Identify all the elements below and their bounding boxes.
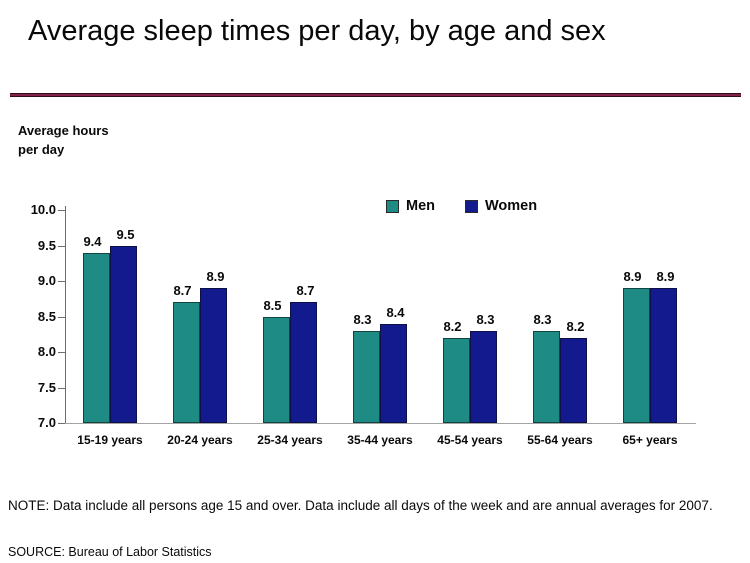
y-tick-mark	[58, 210, 65, 211]
y-axis-line	[65, 206, 66, 424]
legend-label: Men	[406, 198, 435, 214]
y-tick-label: 9.5	[37, 237, 56, 253]
legend-item-men: Men	[386, 198, 435, 214]
bar-women-35-44-years	[380, 323, 407, 423]
x-category-label: 55-64 years	[527, 433, 593, 447]
bar-men-45-54-years	[443, 337, 470, 423]
legend-label: Women	[485, 198, 538, 214]
y-axis-title: Average hours per day	[18, 123, 109, 157]
bar-value-label: 8.7	[296, 283, 315, 299]
y-tick-label: 7.0	[37, 415, 56, 430]
bar-women-55-64-years	[560, 337, 587, 423]
y-tick-label: 7.5	[37, 379, 56, 395]
note-text: NOTE: Data include all persons age 15 an…	[8, 498, 713, 513]
y-tick-label: 8.5	[37, 308, 56, 324]
legend-item-women: Women	[465, 198, 537, 214]
bar-women-15-19-years	[110, 245, 137, 423]
bar-value-label: 8.2	[443, 318, 462, 334]
y-tick-mark	[58, 387, 65, 389]
bar-value-label: 9.4	[83, 233, 102, 249]
bar-men-20-24-years	[173, 302, 200, 423]
bar-men-25-34-years	[263, 316, 290, 423]
bar-women-20-24-years	[200, 288, 227, 423]
y-tick-mark	[58, 316, 65, 318]
y-tick-label: 9.0	[37, 273, 56, 288]
x-category-label: 35-44 years	[347, 433, 413, 447]
bar-value-label: 8.7	[173, 283, 192, 299]
bar-value-label: 8.9	[206, 269, 225, 285]
chart-legend: Men Women	[386, 198, 537, 214]
page-title: Average sleep times per day, by age and …	[28, 15, 606, 47]
y-tick-mark	[58, 245, 65, 247]
bar-value-label: 8.3	[353, 311, 372, 327]
bar-value-label: 8.9	[656, 269, 675, 285]
bar-women-65+-years	[650, 288, 677, 423]
source-text: SOURCE: Bureau of Labor Statistics	[8, 545, 212, 559]
bar-value-label: 8.5	[263, 297, 282, 313]
bar-men-55-64-years	[533, 330, 560, 423]
y-tick-mark	[58, 423, 65, 424]
title-rule	[10, 93, 741, 97]
y-tick-mark	[58, 281, 65, 282]
y-tick-label: 10.0	[30, 202, 56, 217]
x-category-label: 65+ years	[622, 433, 678, 447]
y-tick-label: 8.0	[37, 344, 56, 359]
y-tick-mark	[58, 352, 65, 353]
x-category-label: 20-24 years	[167, 433, 233, 447]
bar-men-35-44-years	[353, 330, 380, 423]
x-category-label: 15-19 years	[77, 433, 143, 447]
bar-value-label: 8.9	[623, 269, 642, 285]
legend-swatch-men	[386, 199, 399, 213]
x-axis-line	[65, 423, 696, 424]
bar-value-label: 8.3	[476, 311, 495, 327]
bar-value-label: 8.4	[386, 304, 405, 320]
legend-swatch-women	[465, 199, 478, 213]
bar-men-15-19-years	[83, 252, 110, 423]
bar-value-label: 9.5	[116, 226, 135, 242]
bar-women-45-54-years	[470, 330, 497, 423]
x-category-label: 45-54 years	[437, 433, 503, 447]
bar-women-25-34-years	[290, 302, 317, 423]
x-category-label: 25-34 years	[257, 433, 323, 447]
bar-value-label: 8.3	[533, 311, 552, 327]
bar-men-65+-years	[623, 288, 650, 423]
bar-value-label: 8.2	[566, 318, 585, 334]
